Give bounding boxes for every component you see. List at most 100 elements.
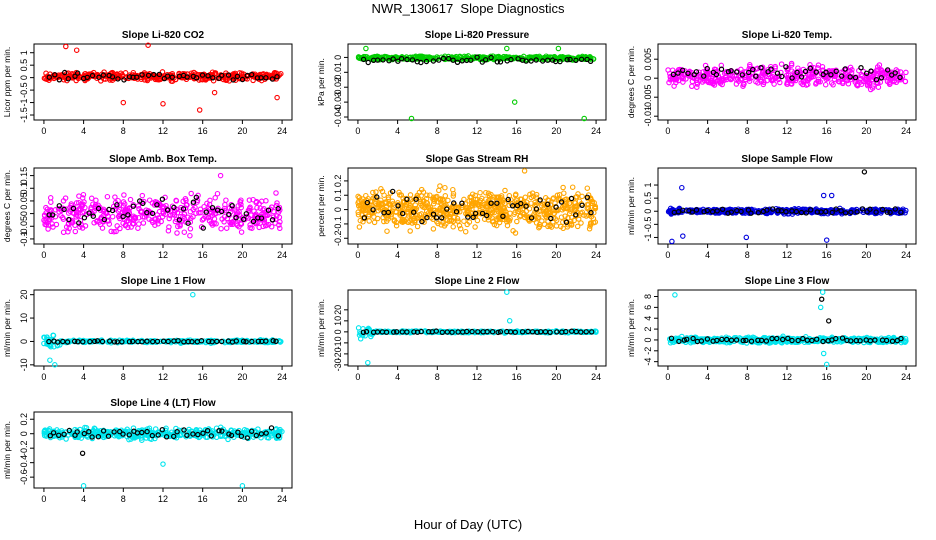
reference-point [154,202,160,208]
reference-point [828,71,834,78]
data-point [233,211,240,218]
x-tick-label: 0 [665,372,670,382]
data-point [427,204,433,210]
outlier-point [823,361,830,368]
reference-point [203,209,209,215]
x-tick-label: 24 [901,126,911,136]
data-point [503,209,509,215]
reference-point [404,329,410,335]
data-point [893,67,899,73]
data-point [60,229,67,236]
reference-point [89,72,96,79]
reference-point [263,338,269,344]
x-tick-label: 4 [705,372,710,382]
data-point [561,202,567,209]
reference-point [505,196,511,203]
data-point [115,208,122,214]
reference-point [864,209,870,215]
data-point [156,77,162,83]
reference-point [269,76,276,82]
series-points [41,172,283,239]
data-point [437,196,444,202]
y-tick-label: 0.5 [643,192,653,205]
data-point [810,68,817,74]
reference-point [119,339,125,345]
data-point [560,225,566,232]
x-tick-label: 12 [158,494,168,504]
reference-point [807,65,814,71]
reference-point [250,218,257,225]
data-point [269,204,275,210]
reference-point [470,214,476,221]
reference-point [273,338,279,344]
reference-point [740,337,746,344]
x-tick-label: 4 [705,126,710,136]
reference-point [847,74,853,80]
data-point [222,208,228,214]
x-tick-label: 0 [355,126,360,136]
reference-point [588,209,594,216]
reference-point [778,208,785,214]
reference-point [833,335,839,342]
data-point [441,202,448,209]
reference-point [670,71,677,78]
data-point [125,224,131,231]
reference-point [898,209,904,215]
reference-point [589,329,595,335]
y-tick-label: 0.1 [333,189,343,202]
reference-point [681,337,688,343]
data-point [236,223,242,230]
reference-point [164,73,171,79]
y-axis-label: Licor ppm per min. [2,47,12,117]
data-point [199,217,206,223]
data-point [238,70,245,76]
x-tick-label: 8 [435,372,440,382]
reference-point [198,338,205,344]
reference-points [46,338,279,345]
data-point [360,332,366,339]
reference-outlier [861,169,868,175]
data-point [874,337,881,343]
data-point [592,204,598,211]
reference-point [764,207,770,213]
data-point [512,199,518,205]
y-axis-label: percent per min. [316,175,326,236]
y-tick-label: 0 [19,211,29,216]
data-point [60,74,66,80]
data-point [788,62,795,68]
reference-point [139,339,145,345]
data-point [390,201,396,207]
reference-point [159,196,166,202]
x-tick-label: 20 [237,126,247,136]
reference-point [489,329,496,335]
data-point [180,198,186,205]
reference-point [404,56,410,63]
data-point [494,217,501,223]
data-point [849,67,855,73]
outlier-point [365,359,371,366]
reference-point [65,75,72,82]
reference-point [823,208,829,215]
data-point [171,212,178,218]
data-point [445,53,452,60]
y-tick-label: 6 [643,305,653,310]
data-point [437,183,443,189]
reference-point [769,335,775,342]
reference-outlier [826,318,832,324]
reference-point [500,213,506,219]
reference-point [689,209,696,215]
data-point [355,193,361,200]
data-point [72,228,79,235]
reference-point [193,75,200,81]
y-tick-label: -10 [333,336,343,349]
reference-point [770,206,776,212]
y-tick-label: 0 [643,76,653,81]
reference-point [868,68,874,74]
data-point [108,228,114,235]
reference-point [199,72,206,78]
reference-point [139,72,145,78]
